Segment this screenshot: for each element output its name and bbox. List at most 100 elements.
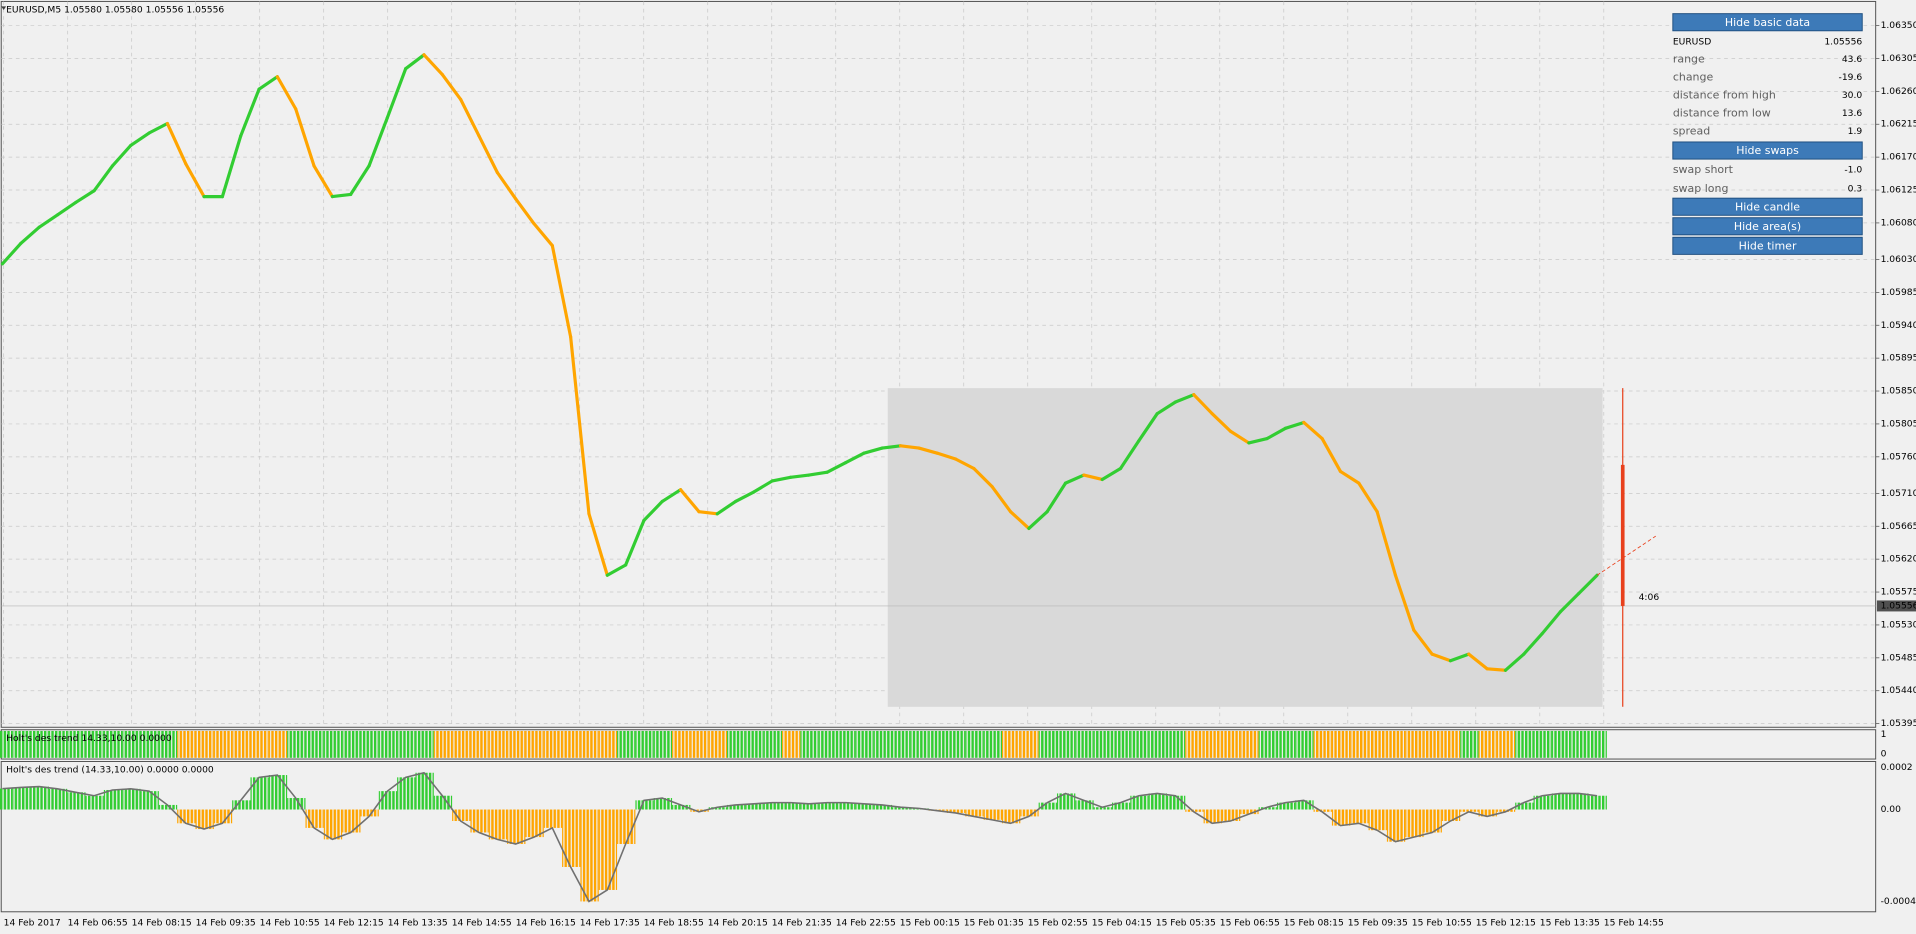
histogram-bar	[1405, 809, 1424, 838]
trend-state-bar	[562, 730, 581, 758]
x-tick-label: 14 Feb 16:15	[516, 917, 576, 928]
trend-state-bar	[232, 730, 251, 758]
histogram-bar	[305, 809, 324, 828]
current-price-label: 1.05556	[1881, 600, 1916, 611]
y-tick-label: 0	[1881, 749, 1887, 760]
trend-segment	[1247, 436, 1269, 445]
chart-header: EURUSD,M5 1.05580 1.05580 1.05556 1.0555…	[6, 4, 224, 15]
trend-segment	[1393, 573, 1416, 632]
trend-segment	[1210, 412, 1233, 433]
candle-body	[1620, 464, 1625, 606]
trend-state-bar	[452, 730, 471, 758]
trend-segment	[477, 134, 499, 175]
histogram-bar	[1551, 793, 1571, 810]
timer-label: 4:06	[1639, 592, 1660, 603]
button-face[interactable]	[1672, 236, 1863, 255]
trend-segment	[257, 75, 279, 91]
trend-state-bar	[818, 730, 838, 758]
trend-state-bar	[1056, 730, 1076, 758]
histogram-bar	[158, 804, 178, 810]
trend-state-bar	[488, 730, 508, 758]
y-tick-label: 1.05895	[1881, 353, 1916, 364]
histogram-bar	[507, 809, 526, 844]
panel-button[interactable]: Hide basic data	[1672, 13, 1863, 32]
trend-state-bar	[1166, 730, 1186, 758]
trend-state-bar	[397, 730, 416, 758]
x-tick-label: 15 Feb 13:35	[1540, 917, 1600, 928]
histogram-bar	[983, 809, 1002, 820]
button-face[interactable]	[1672, 141, 1863, 160]
trend-state-bar	[1203, 730, 1222, 758]
histogram-bar	[837, 802, 856, 810]
panel-button[interactable]: Hide swaps	[1672, 141, 1863, 160]
histogram-bar	[488, 809, 508, 840]
trend-segment	[1577, 573, 1599, 596]
histogram-outline	[2, 771, 1598, 903]
y-tick-label: 0.0002	[1881, 762, 1913, 773]
histogram-bar	[947, 809, 966, 813]
trend-segment	[862, 446, 884, 455]
trend-state-bar	[48, 730, 68, 758]
trend-state-bar	[580, 730, 599, 758]
y-tick-label: 1.05575	[1881, 587, 1916, 598]
x-tick-label: 14 Feb 2017	[4, 917, 61, 928]
trend-segment	[422, 53, 444, 77]
x-tick-label: 15 Feb 12:15	[1476, 917, 1536, 928]
info-label: distance from high	[1673, 88, 1776, 101]
trend-state-bar	[910, 730, 929, 758]
panel-button[interactable]: Hide timer	[1672, 236, 1863, 255]
price-area	[887, 388, 1603, 707]
button-face[interactable]	[1672, 13, 1863, 32]
panel-button[interactable]: Hide area(s)	[1672, 217, 1863, 236]
trend-state-bar	[1405, 730, 1424, 758]
trend-state-bar	[1478, 730, 1497, 758]
histogram-bar	[1075, 800, 1094, 810]
trend-segment	[679, 488, 701, 514]
histogram-bar	[745, 803, 764, 810]
x-tick-label: 15 Feb 04:15	[1092, 917, 1152, 928]
trend-segment	[349, 164, 371, 197]
button-label[interactable]: Hide basic data	[1725, 16, 1810, 29]
x-tick-label: 14 Feb 06:55	[68, 917, 128, 928]
panel-button[interactable]: Hide candle	[1672, 197, 1863, 216]
histogram-bar	[1368, 809, 1387, 831]
x-tick-label: 15 Feb 02:55	[1028, 917, 1088, 928]
histogram-bar	[635, 800, 654, 810]
trend-state-bar	[1020, 730, 1039, 758]
button-face[interactable]	[1672, 197, 1863, 216]
trend-state-bar	[708, 730, 728, 758]
trend-segment	[1540, 610, 1563, 636]
trend-state-bar	[1001, 730, 1021, 758]
button-label[interactable]: Hide timer	[1739, 239, 1797, 252]
button-label[interactable]: Hide candle	[1735, 200, 1800, 213]
trend-segment	[367, 116, 389, 168]
trend-segment	[953, 457, 976, 471]
trend-segment	[37, 213, 60, 229]
histogram-bar	[1130, 795, 1149, 810]
button-label[interactable]: Hide swaps	[1736, 144, 1799, 157]
trend-state-bar	[1276, 730, 1296, 758]
histogram-bar	[232, 800, 251, 810]
y-tick-label: 1.05395	[1881, 718, 1916, 729]
button-face[interactable]	[1672, 217, 1863, 236]
trend-segment	[440, 72, 463, 101]
histogram-bar	[1295, 800, 1314, 810]
trend-state-bar	[1295, 730, 1314, 758]
y-tick-label: 1.05805	[1881, 418, 1916, 429]
y-tick-label: 1	[1881, 729, 1887, 740]
trend-segment	[495, 170, 518, 201]
trend-state-bar	[690, 730, 709, 758]
indicator-title: Holt's des trend (14.33,10.00) 0.0000 0.…	[6, 765, 214, 776]
histogram-bar	[397, 777, 416, 810]
trend-segment	[1503, 652, 1526, 672]
symbol-name: EURUSD	[1673, 36, 1711, 47]
trend-state-bar	[1221, 730, 1241, 758]
trend-segment	[1228, 429, 1251, 445]
trend-state-bar	[213, 730, 233, 758]
y-tick-label: 1.06170	[1881, 152, 1916, 163]
button-label[interactable]: Hide area(s)	[1734, 220, 1801, 233]
histogram-bar	[1350, 809, 1369, 824]
trend-state-bar	[617, 730, 636, 758]
trend-segment	[697, 510, 719, 516]
trend-segment	[1338, 469, 1361, 485]
